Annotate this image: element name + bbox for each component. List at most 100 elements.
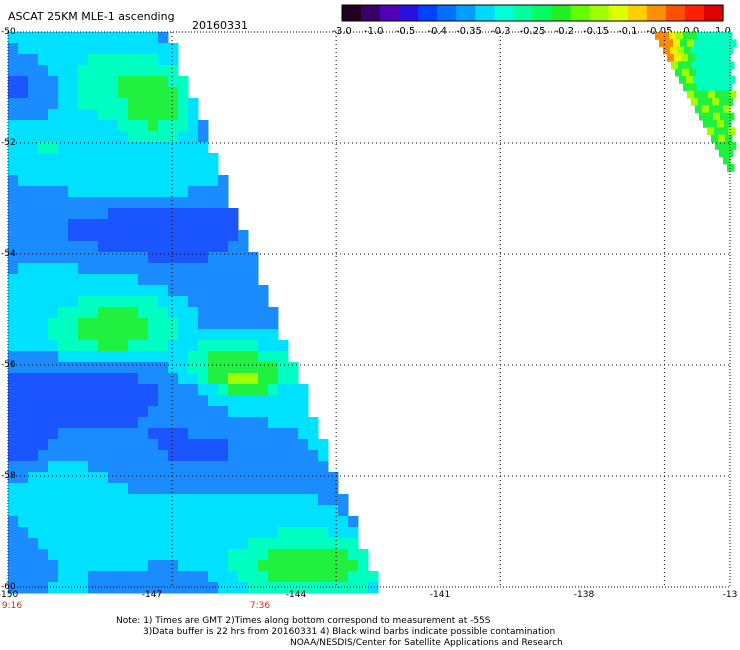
swath-cell bbox=[238, 230, 249, 242]
swath-cell bbox=[158, 494, 169, 506]
swath-cell bbox=[118, 362, 129, 374]
swath-cell bbox=[218, 307, 229, 319]
swath-cell bbox=[128, 307, 139, 319]
swath-cell bbox=[719, 149, 727, 158]
swath-cell bbox=[683, 32, 691, 40]
swath-cell bbox=[308, 571, 319, 583]
swath-cell bbox=[168, 285, 179, 297]
swath-cell bbox=[669, 32, 677, 40]
swath-cell bbox=[148, 208, 159, 220]
swath-cell bbox=[158, 483, 169, 495]
swath-cell bbox=[148, 483, 159, 495]
swath-cell bbox=[178, 461, 189, 473]
swath-cell bbox=[208, 164, 219, 176]
swath-cell bbox=[188, 428, 199, 440]
swath-cell bbox=[8, 329, 19, 341]
swath-cell bbox=[58, 208, 69, 220]
swath-cell bbox=[98, 153, 109, 165]
swath-cell bbox=[88, 428, 99, 440]
swath-cell bbox=[8, 351, 19, 363]
swath-cell bbox=[684, 46, 692, 55]
swath-cell bbox=[218, 197, 229, 209]
swath-cell bbox=[38, 230, 49, 242]
swath-cell bbox=[108, 538, 119, 550]
swath-cell bbox=[88, 494, 99, 506]
swath-cell bbox=[48, 197, 59, 209]
swath-cell bbox=[138, 252, 149, 264]
swath-cell bbox=[28, 340, 39, 352]
colorbar-segment bbox=[551, 5, 572, 21]
swath-cell bbox=[128, 494, 139, 506]
lon-label: -141 bbox=[429, 590, 451, 600]
swath-cell bbox=[68, 538, 79, 550]
swath-cell bbox=[278, 384, 289, 396]
swath-cell bbox=[148, 318, 159, 330]
swath-cell bbox=[188, 263, 199, 275]
swath-cell bbox=[98, 560, 109, 572]
swath-cell bbox=[98, 296, 109, 308]
swath-cell bbox=[108, 197, 119, 209]
swath-cell bbox=[88, 54, 99, 66]
swath-cell bbox=[18, 87, 29, 99]
swath-cell bbox=[98, 241, 109, 253]
swath-cell bbox=[38, 87, 49, 99]
swath-cell bbox=[707, 127, 715, 136]
swath-cell bbox=[158, 54, 169, 66]
swath-cell bbox=[198, 472, 209, 484]
swath-cell bbox=[208, 186, 219, 198]
swath-cell bbox=[258, 395, 269, 407]
swath-cell bbox=[78, 296, 89, 308]
swath-cell bbox=[108, 439, 119, 451]
swath-cell bbox=[8, 516, 19, 528]
swath-cell bbox=[238, 494, 249, 506]
swath-cell bbox=[178, 87, 189, 99]
swath-cell bbox=[68, 549, 79, 561]
swath-cell bbox=[118, 373, 129, 385]
swath-cell bbox=[78, 373, 89, 385]
swath-cell bbox=[168, 395, 179, 407]
swath-cell bbox=[28, 230, 39, 242]
swath-cell bbox=[58, 241, 69, 253]
swath-cell bbox=[687, 39, 695, 48]
swath-cell bbox=[98, 307, 109, 319]
swath-cell bbox=[308, 428, 319, 440]
swath-cell bbox=[128, 472, 139, 484]
swath-cell bbox=[58, 538, 69, 550]
swath-cell bbox=[248, 252, 259, 264]
swath-cell bbox=[48, 65, 59, 77]
swath-cell bbox=[158, 153, 169, 165]
swath-cell bbox=[108, 362, 119, 374]
swath-cell bbox=[168, 362, 179, 374]
swath-cell bbox=[228, 538, 239, 550]
swath-cell bbox=[695, 105, 703, 114]
swath-cell bbox=[298, 505, 309, 517]
swath-cell bbox=[168, 87, 179, 99]
colorbar-segment bbox=[437, 5, 457, 21]
swath-cell bbox=[28, 428, 39, 440]
swath-cell bbox=[68, 142, 79, 154]
swath-cell bbox=[138, 285, 149, 297]
swath-cell bbox=[248, 362, 259, 374]
colorbar-segment bbox=[703, 5, 724, 21]
swath-cell bbox=[198, 285, 209, 297]
swath-cell bbox=[138, 461, 149, 473]
swath-cell bbox=[148, 175, 159, 187]
swath-cell bbox=[198, 428, 209, 440]
swath-cell bbox=[258, 472, 269, 484]
swath-cell bbox=[58, 582, 69, 594]
swath-cell bbox=[118, 516, 129, 528]
swath-cell bbox=[78, 549, 89, 561]
swath-cell bbox=[138, 373, 149, 385]
swath-cell bbox=[228, 560, 239, 572]
swath-cell bbox=[98, 472, 109, 484]
swath-cell bbox=[8, 32, 19, 44]
swath-cell bbox=[228, 307, 239, 319]
swath-cell bbox=[78, 252, 89, 264]
swath-cell bbox=[218, 241, 229, 253]
swath-cell bbox=[718, 83, 726, 92]
swath-cell bbox=[48, 285, 59, 297]
swath-cell bbox=[178, 582, 189, 594]
swath-cell bbox=[28, 582, 39, 594]
swath-cell bbox=[268, 461, 279, 473]
swath-cell bbox=[288, 428, 299, 440]
